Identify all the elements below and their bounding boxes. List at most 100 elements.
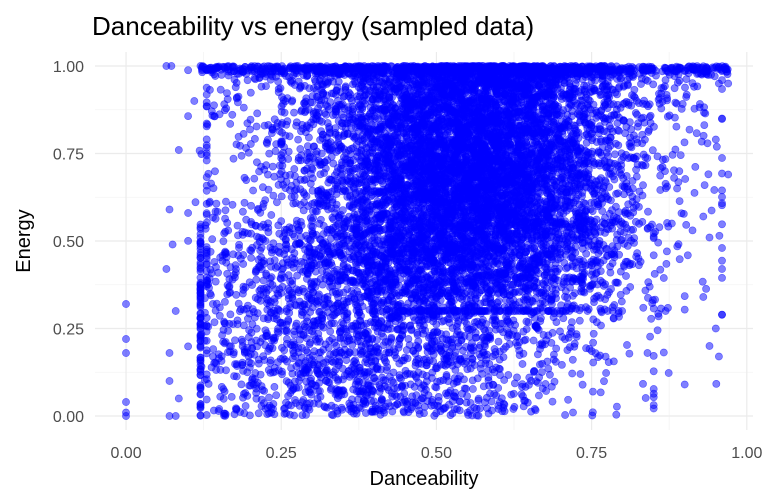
data-point	[664, 222, 673, 231]
data-point	[673, 184, 681, 193]
data-point	[184, 342, 192, 351]
data-point	[718, 154, 726, 162]
data-point	[659, 274, 668, 282]
data-point	[535, 391, 543, 400]
data-point	[589, 100, 598, 109]
data-point	[596, 267, 605, 275]
data-point	[290, 108, 298, 117]
data-point	[661, 184, 670, 193]
data-point	[671, 145, 680, 154]
data-point	[688, 226, 697, 235]
data-point	[296, 145, 305, 153]
data-point	[712, 142, 721, 151]
data-point	[715, 231, 724, 240]
data-point	[710, 186, 719, 194]
data-point	[602, 369, 610, 377]
data-point	[674, 178, 683, 187]
data-point	[646, 332, 654, 341]
data-point	[191, 198, 200, 207]
data-point	[702, 284, 710, 293]
data-point	[309, 84, 318, 92]
data-point	[184, 236, 192, 245]
data-point	[575, 306, 584, 315]
data-point	[626, 118, 634, 126]
points	[122, 62, 733, 420]
data-point	[277, 192, 286, 201]
data-point	[691, 162, 700, 171]
data-point	[685, 125, 694, 134]
data-point	[626, 283, 635, 291]
data-point	[659, 348, 668, 357]
data-point	[184, 66, 192, 75]
data-point	[718, 273, 726, 282]
data-point	[628, 91, 636, 99]
data-point	[568, 355, 577, 364]
data-point	[683, 251, 692, 260]
data-point	[690, 188, 699, 197]
data-point	[212, 199, 221, 208]
data-point	[718, 199, 726, 208]
data-point	[562, 264, 571, 273]
data-point	[718, 186, 726, 195]
data-point	[707, 206, 716, 215]
data-point	[518, 360, 527, 368]
data-point	[639, 303, 648, 312]
data-point	[718, 310, 726, 319]
data-point	[662, 259, 671, 268]
data-point	[294, 135, 302, 144]
data-point	[647, 314, 656, 323]
data-point	[671, 113, 679, 122]
data-point	[700, 181, 709, 189]
data-point	[529, 336, 538, 345]
data-point	[600, 377, 608, 386]
data-point	[653, 326, 662, 335]
data-point	[704, 170, 713, 179]
data-point	[654, 312, 663, 321]
data-point	[617, 297, 626, 306]
data-point	[673, 242, 682, 251]
data-point	[677, 209, 686, 218]
data-point	[718, 256, 726, 265]
data-point	[612, 110, 621, 119]
data-point	[564, 104, 573, 112]
data-point	[700, 121, 709, 129]
data-point	[552, 344, 561, 353]
data-point	[675, 197, 684, 205]
data-point	[680, 138, 689, 147]
data-point	[635, 202, 643, 211]
data-point	[659, 155, 667, 164]
data-point	[578, 192, 586, 201]
data-point	[589, 329, 598, 338]
data-point	[615, 126, 623, 135]
data-point	[648, 146, 657, 155]
data-point	[698, 277, 707, 286]
data-point	[184, 112, 192, 120]
data-point	[681, 83, 689, 92]
data-point	[239, 103, 248, 112]
data-point	[616, 104, 625, 112]
data-point	[548, 328, 557, 337]
data-point	[221, 197, 230, 206]
data-point	[644, 278, 653, 287]
data-point	[641, 153, 650, 162]
data-point	[639, 379, 647, 388]
data-point	[664, 369, 673, 377]
data-point	[195, 146, 204, 155]
data-point	[601, 176, 609, 185]
data-point	[701, 109, 710, 118]
data-point	[682, 220, 691, 229]
data-point	[638, 160, 646, 169]
data-point	[640, 118, 649, 127]
data-point	[643, 77, 652, 85]
data-point	[692, 129, 701, 138]
data-point	[575, 316, 584, 325]
data-point	[558, 360, 566, 369]
data-point	[615, 208, 623, 216]
data-point	[656, 265, 665, 274]
data-point	[644, 207, 652, 216]
data-point	[611, 139, 620, 148]
data-point	[513, 331, 522, 340]
data-point	[624, 81, 632, 90]
data-point	[320, 169, 328, 177]
